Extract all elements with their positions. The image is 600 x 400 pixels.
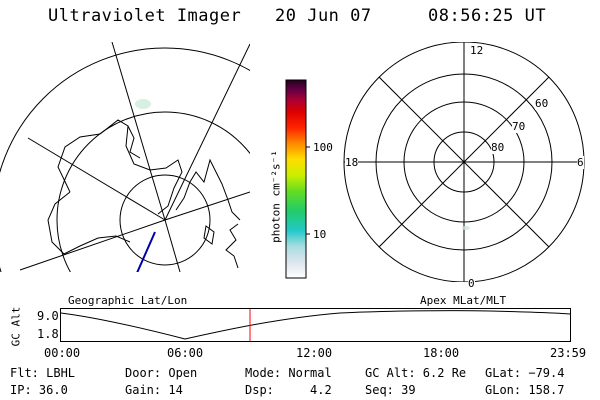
timeline-xtick: 00:00 [44,346,81,360]
map-latitude-circle [119,174,211,266]
info-seq: Seq: 39 [365,383,416,397]
colorbar-tick-10: 10 [313,228,327,241]
colorbar-unit-label: photon cm⁻²s⁻¹ [269,150,283,243]
mlt-label-bottom: 0 [468,277,475,290]
mlat-label-70: 70 [512,120,526,133]
geographic-map [0,42,250,272]
colorbar [285,79,310,279]
polar-meridian-line [378,76,550,248]
coastline [57,119,183,215]
coastline [175,158,241,221]
map-latitude-circle [56,111,250,272]
coastline [127,125,141,159]
colorbar-gradient [285,79,307,279]
timeline-xtick: 18:00 [423,346,460,360]
timeline-ytick-low: 1.8 [37,327,59,341]
info-dsp: Dsp: 4.2 [245,383,332,397]
timeline-xtick: 06:00 [167,346,204,360]
info-glat: GLat: −79.4 [485,366,565,380]
map-longitude-line [111,42,166,221]
mlt-label-left: 18 [345,156,359,169]
coastline [225,223,239,269]
map-longitude-line [27,137,166,221]
satellite-track [136,231,156,272]
aurora-patch [135,99,151,109]
timeline-ylabel: GC Alt [9,306,23,347]
coastline [203,225,215,245]
altitude-timeline [60,308,571,342]
mlat-mlt-plot [343,42,585,282]
timeline-xtick: 12:00 [296,346,333,360]
mlt-label-right: 6 [577,156,584,169]
altitude-curve [60,310,571,340]
mlt-label-top: 12 [470,44,484,57]
info-gain: Gain: 14 [125,383,183,397]
coastline [47,191,131,255]
info-mode: Mode: Normal [245,366,332,380]
colorbar-tick-100: 100 [313,141,333,154]
right-plot-caption: Apex MLat/MLT [420,294,507,307]
map-longitude-line [19,219,166,271]
info-glon: GLon: 158.7 [485,383,565,397]
instrument-title: Ultraviolet Imager [48,6,242,26]
info-filter: Flt: LBHL [10,366,76,380]
timeline-frame [60,308,571,342]
info-door: Door: Open [125,366,198,380]
map-longitude-line [164,191,250,221]
aurora-patch [462,226,470,230]
mlat-label-60: 60 [535,97,549,110]
timeline-ytick-high: 9.0 [37,309,59,323]
info-ip: IP: 36.0 [10,383,68,397]
timeline-xtick: 23:59 [550,346,587,360]
map-longitude-line [164,219,181,272]
info-gc-alt: GC Alt: 6.2 Re [365,366,467,380]
map-latitude-circle [0,47,250,272]
observation-time: 08:56:25 UT [428,6,547,26]
left-map-caption: Geographic Lat/Lon [68,294,188,307]
observation-date: 20 Jun 07 [275,6,372,26]
map-longitude-line [164,43,250,221]
mlat-label-80: 80 [491,141,505,154]
